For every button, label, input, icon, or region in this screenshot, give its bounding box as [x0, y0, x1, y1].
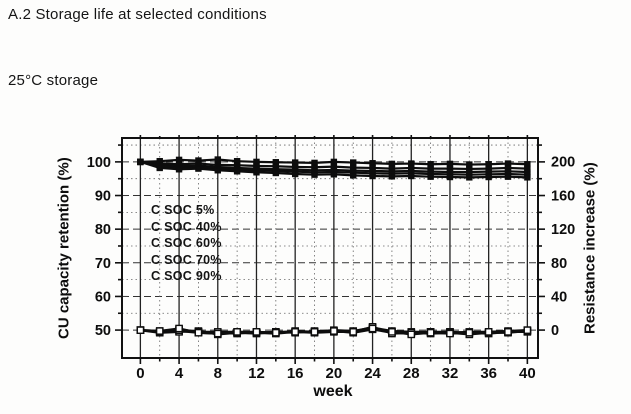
marker-resistance-4	[484, 328, 493, 336]
x-tick-label: 20	[326, 365, 343, 382]
marker-resistance-4	[388, 328, 396, 336]
section-heading: A.2 Storage life at selected conditions	[8, 6, 267, 23]
marker-capacity-4	[311, 171, 318, 178]
marker-resistance-4	[465, 328, 474, 337]
marker-capacity-4	[369, 172, 376, 180]
left-tick-label: 50	[95, 323, 111, 339]
right-axis-title: Resistance increase (%)	[581, 162, 599, 334]
right-tick-label: 40	[551, 289, 567, 305]
x-tick-label: 40	[519, 365, 536, 382]
marker-capacity-4	[388, 173, 396, 180]
legend-item-soc40: C SOC 40%	[151, 219, 222, 234]
x-tick-label: 28	[403, 365, 420, 382]
marker-capacity-4	[504, 173, 512, 180]
legend-item-soc5: C SOC 5%	[151, 203, 215, 217]
marker-capacity-4	[272, 169, 280, 177]
marker-capacity-4	[427, 173, 434, 180]
marker-capacity-0	[214, 156, 221, 163]
marker-resistance-4	[310, 328, 319, 336]
marker-resistance-4	[194, 328, 203, 337]
marker-resistance-4	[426, 328, 435, 337]
marker-capacity-4	[291, 170, 299, 178]
legend-item-soc70: C SOC 70%	[151, 252, 222, 267]
marker-resistance-4	[349, 328, 358, 336]
left-tick-label: 70	[95, 256, 111, 272]
marker-capacity-4	[137, 158, 144, 166]
marker-capacity-4	[446, 173, 454, 181]
x-tick-label: 16	[287, 365, 304, 382]
legend-item-soc90: C SOC 90%	[151, 269, 222, 283]
chart-legend: C SOC 5% C SOC 40% C SOC 60% C SOC 70% C…	[151, 202, 222, 285]
marker-resistance-4	[233, 328, 241, 336]
x-tick-label: 0	[136, 365, 144, 382]
marker-capacity-4	[485, 173, 492, 181]
marker-resistance-4	[272, 328, 280, 337]
left-tick-label: 60	[95, 289, 111, 305]
right-tick-label: 120	[551, 222, 575, 238]
marker-capacity-4	[330, 171, 338, 178]
marker-resistance-4	[252, 328, 261, 336]
x-tick-label: 24	[364, 365, 381, 382]
marker-capacity-4	[195, 165, 202, 172]
marker-resistance-4	[523, 326, 532, 334]
marker-capacity-4	[214, 167, 221, 174]
marker-resistance-4	[446, 329, 454, 338]
storage-condition-label: 25°C storage	[8, 72, 99, 89]
marker-resistance-4	[213, 329, 222, 338]
marker-capacity-4	[175, 166, 183, 173]
marker-capacity-4	[233, 168, 241, 175]
right-tick-label: 80	[551, 256, 567, 272]
marker-capacity-4	[253, 169, 260, 176]
legend-item-soc60: C SOC 60%	[151, 236, 222, 250]
x-tick-label: 8	[214, 365, 222, 382]
x-tick-label: 12	[248, 365, 265, 382]
left-axis-title: CU capacity retention (%)	[55, 157, 73, 339]
x-tick-label: 4	[175, 365, 184, 382]
right-tick-label: 0	[551, 323, 559, 339]
left-tick-label: 90	[95, 189, 111, 205]
marker-resistance-4	[155, 327, 164, 335]
plot-frame	[121, 137, 539, 359]
marker-resistance-4	[330, 327, 338, 335]
marker-capacity-4	[408, 172, 415, 180]
right-tick-label: 200	[551, 155, 575, 171]
left-tick-label: 100	[87, 155, 111, 171]
marker-resistance-4	[291, 328, 299, 336]
marker-capacity-4	[350, 172, 357, 179]
marker-capacity-4	[156, 164, 163, 172]
marker-capacity-4	[524, 174, 531, 181]
x-tick-label: 36	[480, 365, 497, 382]
marker-resistance-4	[407, 330, 416, 339]
marker-resistance-4	[504, 328, 512, 336]
marker-resistance-4	[136, 326, 145, 334]
right-tick-label: 160	[551, 188, 575, 204]
x-axis-title: week	[313, 383, 353, 400]
marker-resistance-4	[175, 324, 183, 333]
marker-capacity-4	[466, 174, 473, 181]
left-tick-label: 80	[95, 222, 111, 238]
x-tick-label: 32	[442, 365, 459, 382]
marker-resistance-4	[368, 324, 377, 333]
